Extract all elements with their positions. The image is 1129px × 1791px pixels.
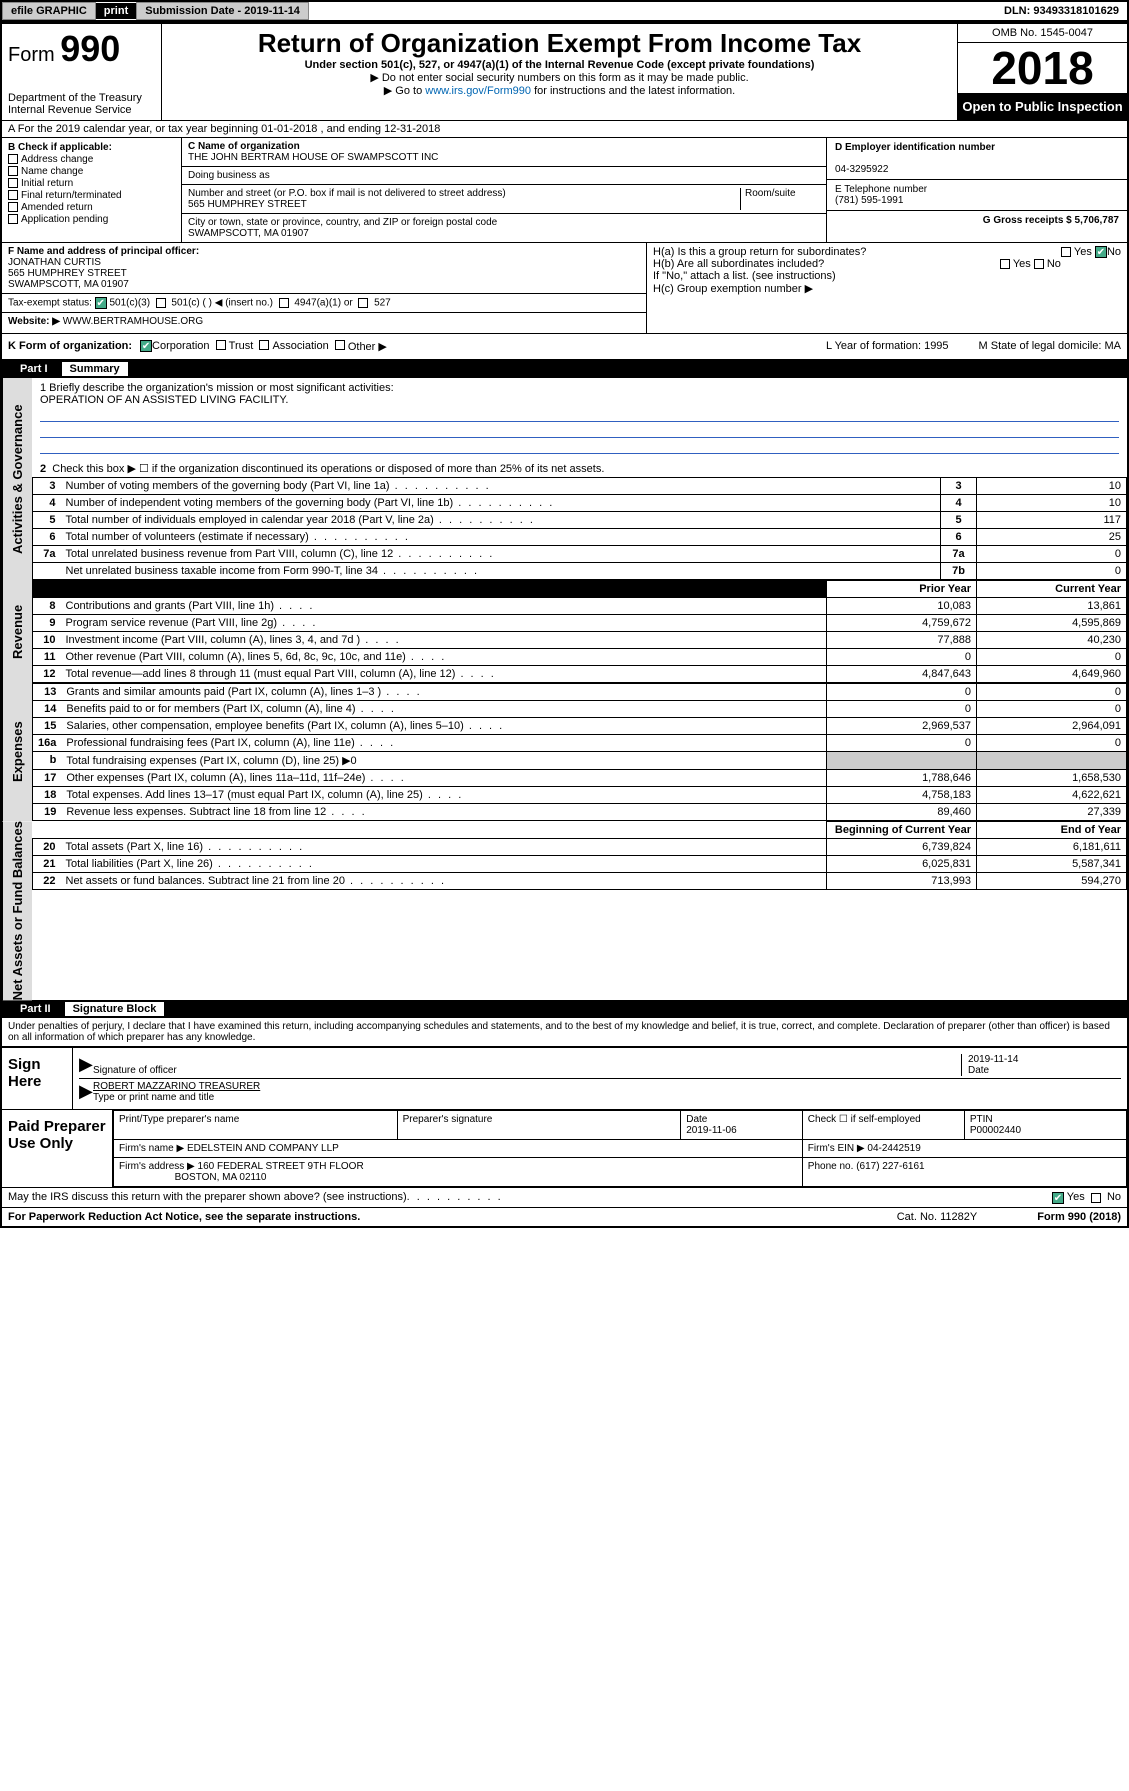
year-formation: L Year of formation: 1995 [826,340,949,353]
principal-officer: F Name and address of principal officer:… [8,246,640,290]
org-name: THE JOHN BERTRAM HOUSE OF SWAMPSCOTT INC [188,152,438,163]
chk-other[interactable] [335,340,345,350]
netassets-table: Beginning of Current YearEnd of Year 20T… [32,821,1127,890]
website-value: WWW.BERTRAMHOUSE.ORG [63,316,203,327]
chk-discuss-no[interactable] [1091,1193,1101,1203]
tax-exempt-status: Tax-exempt status: ✔ 501(c)(3) 501(c) ( … [2,293,646,312]
city-cell: City or town, state or province, country… [182,214,826,242]
firm-phone: (617) 227-6161 [856,1161,924,1172]
footer-row: For Paperwork Reduction Act Notice, see … [2,1207,1127,1226]
chk-name-change[interactable] [8,166,18,176]
phone-value: (781) 595-1991 [835,195,903,206]
mission-text: OPERATION OF AN ASSISTED LIVING FACILITY… [40,394,1119,406]
website-row: Website: ▶ WWW.BERTRAMHOUSE.ORG [2,312,646,330]
expenses-table: 13Grants and similar amounts paid (Part … [32,683,1127,821]
form-number: Form 990 [8,28,155,70]
officer-name: ROBERT MAZZARINO TREASURER [93,1081,260,1092]
discuss-row: May the IRS discuss this return with the… [2,1187,1127,1206]
print-button[interactable]: print [96,3,136,19]
side-governance: Activities & Governance [2,378,32,580]
revenue-block: Revenue Prior YearCurrent Year 8Contribu… [2,580,1127,683]
instructions-link-line: ▶ Go to www.irs.gov/Form990 for instruct… [168,84,951,97]
side-netassets: Net Assets or Fund Balances [2,821,32,1000]
street-cell: Number and street (or P.O. box if mail i… [182,185,826,214]
open-to-public-badge: Open to Public Inspection [958,93,1127,120]
street-address: 565 HUMPHREY STREET [188,199,307,210]
governance-table: 3Number of voting members of the governi… [32,477,1127,580]
firm-name: EDELSTEIN AND COMPANY LLP [187,1143,339,1154]
part2-header: Part II Signature Block [2,1000,1127,1018]
netassets-block: Net Assets or Fund Balances Beginning of… [2,821,1127,1000]
ha-group-return: H(a) Is this a group return for subordin… [653,246,1121,258]
omb-number: OMB No. 1545-0047 [958,24,1127,43]
dept-treasury: Department of the Treasury Internal Reve… [8,92,155,116]
efile-graphic-label: efile GRAPHIC [2,2,96,20]
sign-here-label: Sign Here [2,1048,72,1109]
city-state-zip: SWAMPSCOTT, MA 01907 [188,228,309,239]
chk-initial-return[interactable] [8,178,18,188]
form-subtitle: Under section 501(c), 527, or 4947(a)(1)… [168,59,951,71]
preparer-table: Print/Type preparer's name Preparer's si… [113,1110,1127,1187]
line2-discontinued: 2 Check this box ▶ ☐ if the organization… [32,460,1127,477]
dba-cell: Doing business as [182,167,826,185]
ptin-value: P00002440 [970,1125,1021,1136]
firm-ein: 04-2442519 [867,1143,920,1154]
chk-amended-return[interactable] [8,202,18,212]
form-header: Form 990 Department of the Treasury Inte… [2,24,1127,121]
submission-date-label: Submission Date - 2019-11-14 [136,2,309,20]
ssn-warning: ▶ Do not enter social security numbers o… [168,71,951,84]
row-f-h: F Name and address of principal officer:… [2,243,1127,334]
side-expenses: Expenses [2,683,32,821]
hb-note: If "No," attach a list. (see instruction… [653,270,1121,282]
expenses-block: Expenses 13Grants and similar amounts pa… [2,683,1127,821]
paid-preparer-block: Paid Preparer Use Only Print/Type prepar… [2,1109,1127,1187]
row-a-tax-year: A For the 2019 calendar year, or tax yea… [2,121,1127,138]
part1-header: Part I Summary [2,360,1127,378]
chk-application-pending[interactable] [8,214,18,224]
row-k: K Form of organization: ✔ Corporation Tr… [2,334,1127,360]
chk-discuss-yes[interactable]: ✔ [1052,1192,1064,1204]
chk-4947[interactable] [279,298,289,308]
chk-trust[interactable] [216,340,226,350]
chk-corporation[interactable]: ✔ [140,340,152,352]
section-b-checkboxes: B Check if applicable: Address change Na… [2,138,182,242]
state-domicile: M State of legal domicile: MA [979,340,1121,353]
perjury-declaration: Under penalties of perjury, I declare th… [2,1018,1127,1047]
chk-association[interactable] [259,340,269,350]
governance-block: Activities & Governance 1 Briefly descri… [2,378,1127,580]
revenue-table: Prior YearCurrent Year 8Contributions an… [32,580,1127,683]
hc-group-exemption: H(c) Group exemption number ▶ [653,282,1121,295]
paid-preparer-label: Paid Preparer Use Only [2,1110,112,1187]
chk-501c3[interactable]: ✔ [95,297,107,309]
dln-label: DLN: 93493318101629 [996,3,1127,19]
gross-receipts-cell: G Gross receipts $ 5,706,787 [827,211,1127,230]
hb-subordinates: H(b) Are all subordinates included? Yes … [653,258,1121,270]
form-frame: Form 990 Department of the Treasury Inte… [0,22,1129,1228]
sign-here-block: Sign Here ▶ Signature of officer 2019-11… [2,1047,1127,1109]
top-bar: efile GRAPHIC print Submission Date - 20… [0,0,1129,22]
mission-block: 1 Briefly describe the organization's mi… [32,378,1127,460]
irs-link[interactable]: www.irs.gov/Form990 [425,85,531,97]
chk-527[interactable] [358,298,368,308]
phone-cell: E Telephone number (781) 595-1991 [827,180,1127,211]
ein-value: 04-3295922 [835,164,888,175]
ein-cell: D Employer identification number 04-3295… [827,138,1127,180]
org-name-cell: C Name of organization THE JOHN BERTRAM … [182,138,826,167]
section-bcdeg: B Check if applicable: Address change Na… [2,138,1127,243]
chk-address-change[interactable] [8,154,18,164]
form-title: Return of Organization Exempt From Incom… [168,28,951,59]
chk-501c[interactable] [156,298,166,308]
chk-final-return[interactable] [8,190,18,200]
tax-year: 2018 [958,43,1127,93]
side-revenue: Revenue [2,580,32,683]
firm-address: 160 FEDERAL STREET 9TH FLOOR [198,1161,364,1172]
